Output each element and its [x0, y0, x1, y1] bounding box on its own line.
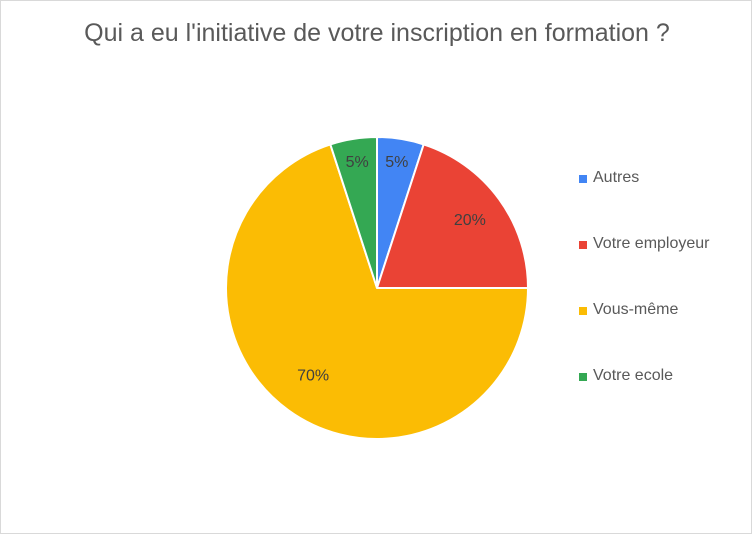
legend-item-votre-ecole: Votre ecole [579, 367, 710, 433]
legend-label: Votre employeur [593, 235, 710, 252]
legend-item-autres: Autres [579, 169, 710, 235]
legend-label: Vous-même [593, 301, 679, 318]
pie-slice-vous-m-me [225, 143, 529, 440]
legend-label: Autres [593, 169, 640, 186]
data-label-autres: 5% [385, 154, 408, 171]
legend-label: Votre ecole [593, 367, 674, 384]
data-label-vous-m-me: 70% [297, 367, 329, 384]
legend-swatch [579, 373, 587, 381]
data-label-votre-ecole: 5% [346, 154, 369, 171]
legend-swatch [579, 241, 587, 249]
legend-item-votre-employeur: Votre employeur [579, 235, 710, 301]
pie-slice-votre-employeur [376, 143, 529, 289]
legend-swatch [579, 175, 587, 183]
data-label-votre-employeur: 20% [454, 212, 486, 229]
chart-title: Qui a eu l'initiative de votre inscripti… [84, 19, 670, 47]
legend-item-vous-m-me: Vous-même [579, 301, 710, 367]
pie-slice-votre-ecole [329, 136, 378, 289]
legend: Autres Votre employeur Vous-même Votre ecol… [579, 169, 710, 433]
legend-swatch [579, 307, 587, 315]
